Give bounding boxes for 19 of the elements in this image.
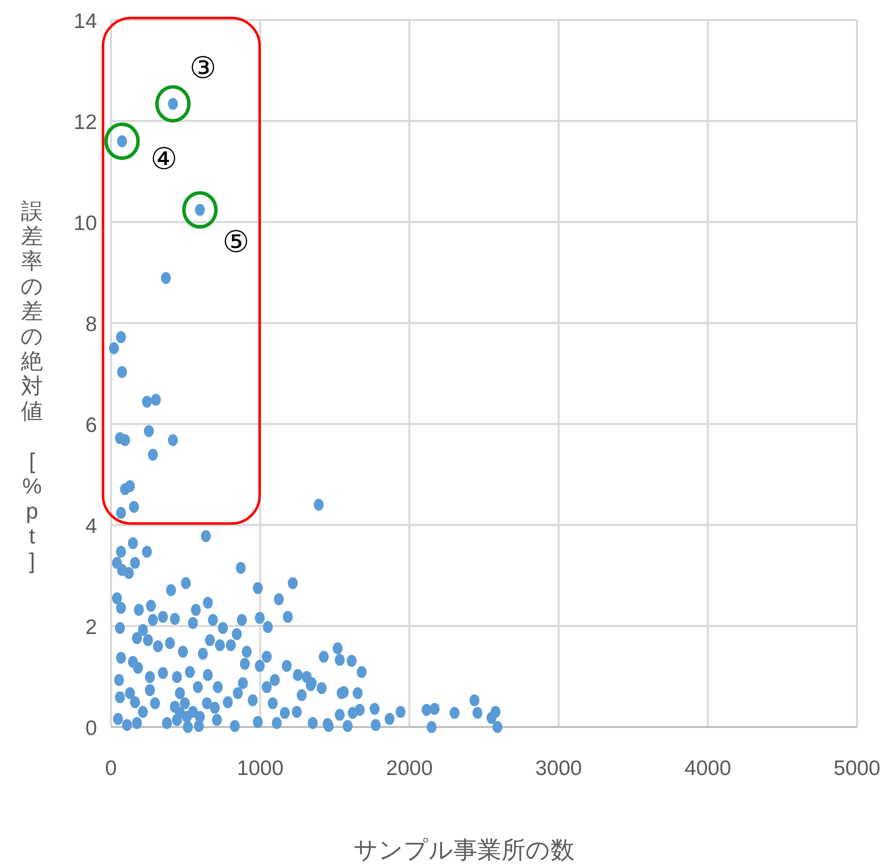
y-tick-label: 10	[74, 212, 97, 235]
y-tick-label: 14	[74, 10, 98, 33]
x-tick-label: 2000	[386, 757, 433, 780]
y-tick-label: 4	[85, 515, 98, 538]
y-tick-label: 12	[74, 111, 97, 134]
y-tick-label: 6	[85, 414, 97, 437]
x-axis-title: サンプル事業所の数	[354, 837, 574, 864]
x-tick-label: 1000	[236, 757, 284, 780]
y-tick-label: 8	[85, 313, 97, 336]
y-tick-label: 0	[85, 717, 97, 740]
x-tick-label: 0	[105, 757, 117, 780]
text: 誤差率の差の絶対値 [%pt]	[20, 198, 44, 574]
y-tick-label: 2	[85, 616, 97, 639]
annotation: ⑤	[222, 226, 250, 259]
annotation: ③	[189, 52, 216, 85]
annotation: ④	[150, 143, 178, 176]
x-tick-label: 4000	[684, 757, 732, 780]
x-tick-label: 5000	[834, 757, 880, 780]
x-tick-label: 3000	[535, 757, 582, 780]
